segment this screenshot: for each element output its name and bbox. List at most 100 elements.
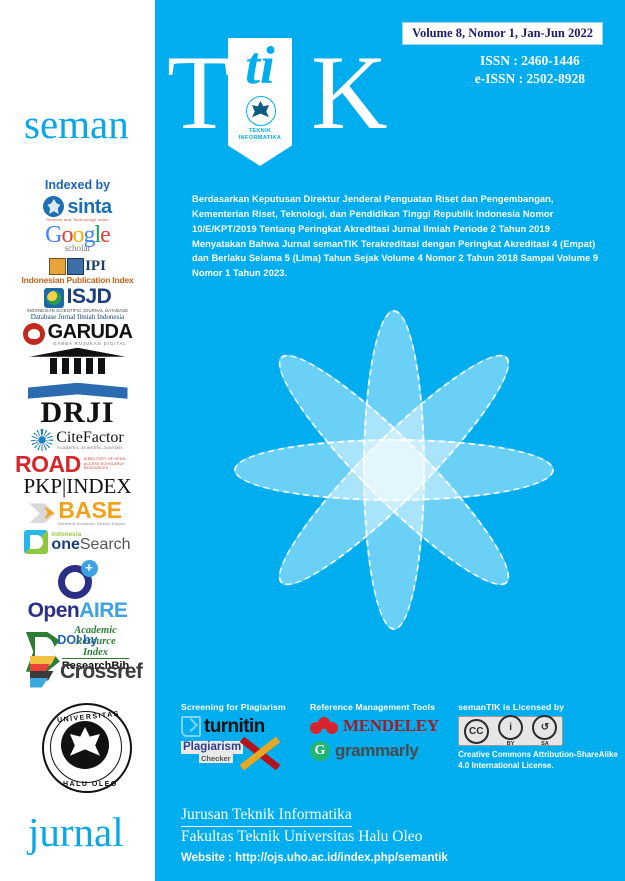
right-main-panel: Volume 8, Nomor 1, Jan-Jun 2022 ISSN : 2… [155, 0, 625, 881]
isjd-subtitle-2: Database Jurnal Ilmiah Indonesia [30, 312, 125, 321]
doi-by-label: DOI by [57, 633, 98, 647]
seal-eagle-icon [61, 721, 109, 769]
citefactor-burst-icon [31, 428, 54, 451]
turnitin-arrow-icon [181, 716, 201, 737]
indexer-logo-garuda: GARUDA GARBA RUJUKAN DIGITAL [0, 320, 155, 346]
google-title: Google [45, 222, 111, 248]
indexer-logo-onesearch: indonesia oneSearch [0, 530, 155, 555]
cc-by-label: BY [506, 740, 515, 747]
indexer-logo-citefactor: CiteFactor Academic Scientific Journals [0, 428, 155, 451]
plagiarism-x-icon [237, 736, 283, 771]
crossref-title: Crossref [60, 660, 143, 683]
flower-graphic [234, 300, 554, 640]
grammarly-title: grammarly [334, 741, 419, 760]
indexer-logo-openaire: + OpenAIRE [0, 560, 155, 622]
garuda-subtitle: GARBA RUJUKAN DIGITAL [53, 340, 127, 346]
ipi-subtitle: Indonesian Publication Index [21, 274, 134, 285]
sinta-title: sinta [67, 195, 112, 218]
base-title: BASE [58, 497, 123, 524]
isjd-title: ISJD [66, 285, 112, 309]
citefactor-subtitle: Academic Scientific Journals [57, 444, 123, 450]
tik-logo: T K ti TEKNIK INFORMATIKA [163, 34, 403, 170]
garuda-title: GARUDA [47, 320, 133, 343]
flower-petal [363, 310, 425, 630]
indexer-logo-ipi: IPI Indonesian Publication Index [0, 256, 155, 286]
footer-block: Jurusan Teknik Informatika Fakultas Tekn… [181, 806, 448, 864]
sinta-subtitle: Science and Technology Index [46, 217, 109, 222]
grammarly-logo: G grammarly [309, 741, 444, 761]
license-heading: semanTIK is Licensed by [458, 702, 565, 712]
citefactor-title: CiteFactor [56, 428, 124, 446]
indexer-logo-road: ROAD DIRECTORY OF OPEN ACCESS SCHOLARLY … [0, 450, 155, 477]
tik-emblem-icon [246, 96, 276, 126]
openaire-ring-icon: + [57, 560, 98, 600]
researchbib-line3: Index [82, 647, 109, 659]
creative-commons-badge: CC i BY ↺ SA [458, 715, 564, 747]
indexer-logo-isjd: ISJD INDONESIAN SCIENTIFIC JOURNAL DATAB… [0, 285, 155, 321]
tik-banner-pennant: ti TEKNIK INFORMATIKA [228, 38, 292, 166]
plagiarism-heading: Screening for Plagiarism [181, 702, 286, 712]
onesearch-icon [24, 530, 49, 555]
base-subtitle: Bielefeld Academic Search Engine [58, 521, 126, 527]
cc-by-icon: i [498, 715, 524, 741]
mendeley-title: MENDELEY [342, 716, 439, 735]
turnitin-title: turnitin [204, 715, 265, 737]
road-title: ROAD [15, 450, 81, 477]
ipi-square2-icon [67, 257, 85, 275]
openaire-title-aire: AIRE [79, 599, 128, 623]
researchbib-line1: Academic [74, 625, 117, 637]
seal-bottom-text: HALU OLEO [63, 781, 118, 788]
plagiarism-checker-line2: Checker [199, 754, 233, 763]
researchbib-brand: ResearchBib [61, 658, 130, 672]
drji-book-icon [27, 382, 128, 399]
indexer-logo-sinta: sinta Science and Technology Index [0, 196, 155, 222]
garuda-bird-icon [22, 323, 45, 346]
doi-logo-crossref: Crossref [30, 656, 143, 688]
turnitin-logo: turnitin [181, 716, 296, 737]
openaire-title: OpenAIRE [28, 600, 128, 621]
footer-faculty: Fakultas Teknik Universitas Halu Oleo [181, 827, 423, 845]
sinta-globe-icon [43, 196, 65, 217]
isjd-globe-icon [43, 287, 64, 308]
drji-title: DRJI [40, 395, 115, 429]
license-description: Creative Commons Attribution-ShareAlike … [458, 750, 618, 770]
openaire-title-open: Open [27, 599, 80, 623]
bottom-logo-sections: Screening for Plagiarism turnitin Plagia… [181, 702, 621, 772]
section-license: semanTIK is Licensed by CC i BY ↺ SA Cre… [458, 702, 621, 772]
cc-sa-label: SA [541, 740, 549, 747]
grammarly-g-icon: G [309, 741, 330, 761]
google-subtitle: scholar [64, 242, 91, 253]
ipi-square-icon [49, 257, 67, 275]
section-reference-tools: Reference Management Tools MENDELEY G gr… [309, 702, 444, 772]
pkp-index-title: PKP|INDEX [23, 474, 132, 499]
left-sidebar-panel: seman Indexed by sinta Science and Techn… [0, 0, 155, 881]
wordmark-seman: seman [24, 101, 129, 147]
isjd-subtitle: INDONESIAN SCIENTIFIC JOURNAL DATABASE [26, 307, 129, 313]
footer-department: Jurusan Teknik Informatika [181, 806, 352, 827]
drji-building-icon [29, 347, 126, 382]
volume-issue-box: Volume 8, Nomor 1, Jan-Jun 2022 [402, 22, 603, 45]
section-plagiarism: Screening for Plagiarism turnitin Plagia… [181, 702, 296, 772]
issn-electronic: e-ISSN : 2502-8928 [474, 71, 585, 87]
tik-emblem-line-1: TEKNIK [248, 128, 272, 134]
onesearch-subtitle: indonesia [51, 531, 82, 538]
university-seal: UNIVERSITAS HALU OLEO [42, 703, 132, 795]
ipi-title: IPI [85, 257, 106, 274]
crossref-chevron-icon [30, 656, 56, 688]
indexer-logo-pkp-index: PKP|INDEX [0, 476, 155, 497]
indexed-by-label: Indexed by [44, 178, 111, 192]
cc-icon: CC [463, 718, 489, 744]
footer-website[interactable]: Website : http://ojs.uho.ac.id/index.php… [181, 851, 448, 864]
indexer-logo-base: BASE Bielefeld Academic Search Engine [0, 497, 155, 527]
mendeley-logo: MENDELEY [309, 716, 444, 736]
wordmark-jurnal: jurnal [28, 809, 124, 855]
researchbib-line2: Resource [75, 636, 116, 648]
openaire-plus-icon: + [80, 560, 98, 578]
cc-sa-icon: ↺ [532, 715, 558, 741]
tik-emblem-line-2: INFORMATIKA [238, 135, 282, 141]
reference-heading: Reference Management Tools [309, 702, 436, 712]
road-subtitle: DIRECTORY OF OPEN ACCESS SCHOLARLY RESOU… [83, 457, 126, 471]
tik-letter-k: K [311, 34, 388, 151]
issn-block: ISSN : 2460-1446 e-ISSN : 2502-8928 [475, 52, 585, 88]
